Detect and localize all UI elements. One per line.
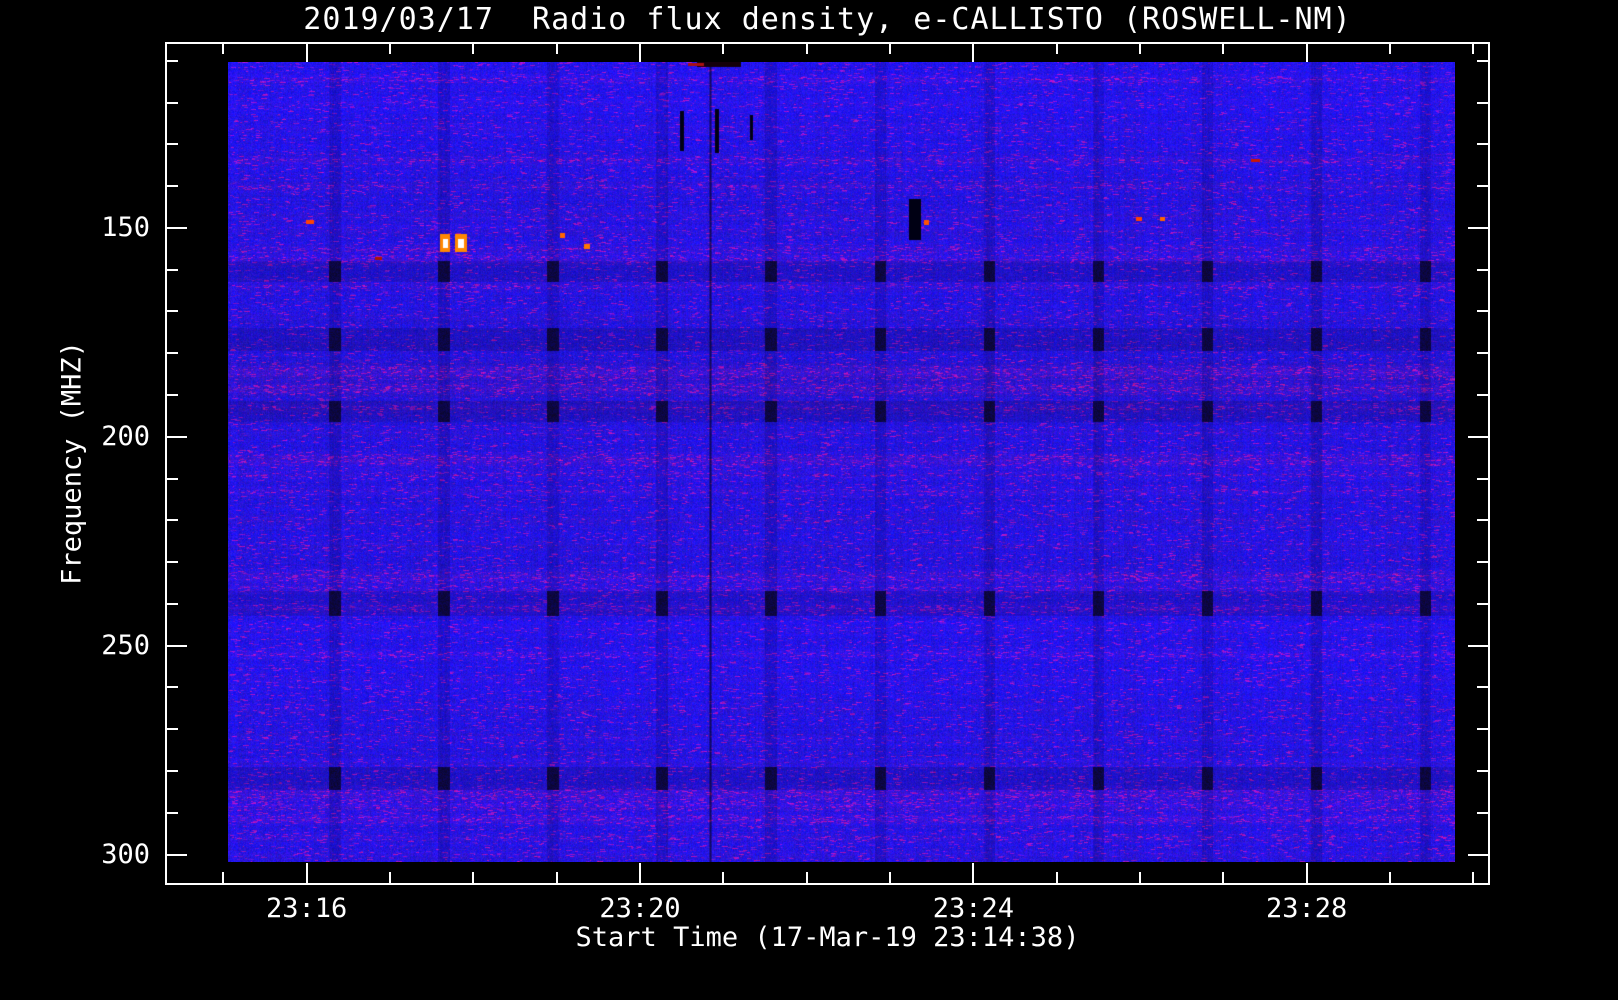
y-minor-tick-right bbox=[1477, 185, 1488, 188]
y-minor-tick-right bbox=[1477, 59, 1488, 62]
x-minor-tick-top bbox=[1389, 44, 1391, 54]
x-minor-tick bbox=[1055, 872, 1058, 883]
x-minor-tick-top bbox=[222, 44, 225, 54]
y-major-tick bbox=[167, 226, 187, 229]
x-tick-label: 23:16 bbox=[266, 893, 348, 924]
y-major-tick-right bbox=[1468, 853, 1488, 856]
x-minor-tick-top bbox=[1472, 44, 1475, 54]
y-minor-tick-right bbox=[1477, 143, 1488, 146]
y-minor-tick-right bbox=[1477, 477, 1488, 480]
y-minor-tick bbox=[167, 728, 178, 731]
y-tick-label: 250 bbox=[101, 629, 150, 661]
y-minor-tick bbox=[167, 59, 178, 62]
x-tick-label: 23:28 bbox=[1266, 893, 1348, 924]
y-tick-label: 150 bbox=[101, 211, 150, 243]
y-minor-tick bbox=[167, 561, 178, 564]
x-minor-tick-top bbox=[805, 44, 808, 54]
y-minor-tick bbox=[167, 393, 178, 396]
x-minor-tick-top bbox=[1055, 44, 1058, 54]
y-minor-tick bbox=[167, 143, 178, 146]
x-minor-tick bbox=[1222, 872, 1225, 883]
y-minor-tick bbox=[167, 519, 178, 522]
x-minor-tick bbox=[1139, 872, 1141, 883]
y-major-tick-right bbox=[1468, 644, 1488, 647]
y-tick-label: 200 bbox=[101, 420, 150, 452]
x-minor-tick bbox=[722, 872, 725, 883]
y-minor-tick-right bbox=[1477, 728, 1488, 731]
y-minor-tick bbox=[167, 352, 178, 355]
x-major-tick bbox=[972, 863, 975, 883]
x-major-tick-top bbox=[639, 44, 641, 62]
x-tick-label: 23:24 bbox=[932, 893, 1014, 924]
x-minor-tick bbox=[555, 872, 558, 883]
y-minor-tick-right bbox=[1477, 519, 1488, 522]
x-minor-tick bbox=[222, 872, 225, 883]
y-minor-tick bbox=[167, 769, 178, 772]
x-minor-tick-top bbox=[555, 44, 558, 54]
y-minor-tick bbox=[167, 602, 178, 605]
y-minor-tick-right bbox=[1477, 101, 1488, 104]
y-minor-tick bbox=[167, 477, 178, 480]
x-major-tick bbox=[639, 863, 641, 883]
x-minor-tick-top bbox=[1139, 44, 1141, 54]
y-minor-tick-right bbox=[1477, 268, 1488, 271]
y-minor-tick-right bbox=[1477, 769, 1488, 772]
x-major-tick-top bbox=[305, 44, 308, 62]
x-major-tick-top bbox=[972, 44, 975, 62]
x-minor-tick bbox=[472, 872, 475, 883]
y-minor-tick bbox=[167, 101, 178, 104]
x-minor-tick-top bbox=[722, 44, 725, 54]
y-major-tick-right bbox=[1468, 226, 1488, 229]
spectrogram-canvas bbox=[228, 62, 1455, 862]
y-minor-tick-right bbox=[1477, 310, 1488, 313]
x-tick-label: 23:20 bbox=[599, 893, 681, 924]
y-major-tick bbox=[167, 435, 187, 438]
y-minor-tick bbox=[167, 686, 178, 689]
x-axis-label: Start Time (17-Mar-19 23:14:38) bbox=[575, 922, 1080, 953]
y-minor-tick bbox=[167, 268, 178, 271]
y-axis-label: Frequency (MHZ) bbox=[56, 341, 88, 585]
y-minor-tick-right bbox=[1477, 686, 1488, 689]
x-major-tick bbox=[305, 863, 308, 883]
y-major-tick bbox=[167, 853, 187, 856]
x-minor-tick bbox=[1472, 872, 1475, 883]
x-minor-tick bbox=[889, 872, 891, 883]
x-minor-tick-top bbox=[389, 44, 391, 54]
y-minor-tick-right bbox=[1477, 393, 1488, 396]
y-major-tick-right bbox=[1468, 435, 1488, 438]
x-minor-tick-top bbox=[1222, 44, 1225, 54]
y-minor-tick bbox=[167, 185, 178, 188]
x-minor-tick-top bbox=[889, 44, 891, 54]
y-tick-label: 300 bbox=[101, 838, 150, 870]
y-minor-tick-right bbox=[1477, 602, 1488, 605]
x-minor-tick-top bbox=[472, 44, 475, 54]
x-minor-tick bbox=[1389, 872, 1391, 883]
x-minor-tick bbox=[389, 872, 391, 883]
y-minor-tick bbox=[167, 811, 178, 814]
y-major-tick bbox=[167, 644, 187, 647]
x-major-tick-top bbox=[1305, 44, 1308, 62]
y-minor-tick-right bbox=[1477, 561, 1488, 564]
y-minor-tick-right bbox=[1477, 811, 1488, 814]
x-minor-tick bbox=[805, 872, 808, 883]
y-minor-tick bbox=[167, 310, 178, 313]
y-minor-tick-right bbox=[1477, 352, 1488, 355]
x-major-tick bbox=[1305, 863, 1308, 883]
plot-title: 2019/03/17 Radio flux density, e-CALLIST… bbox=[303, 2, 1352, 37]
